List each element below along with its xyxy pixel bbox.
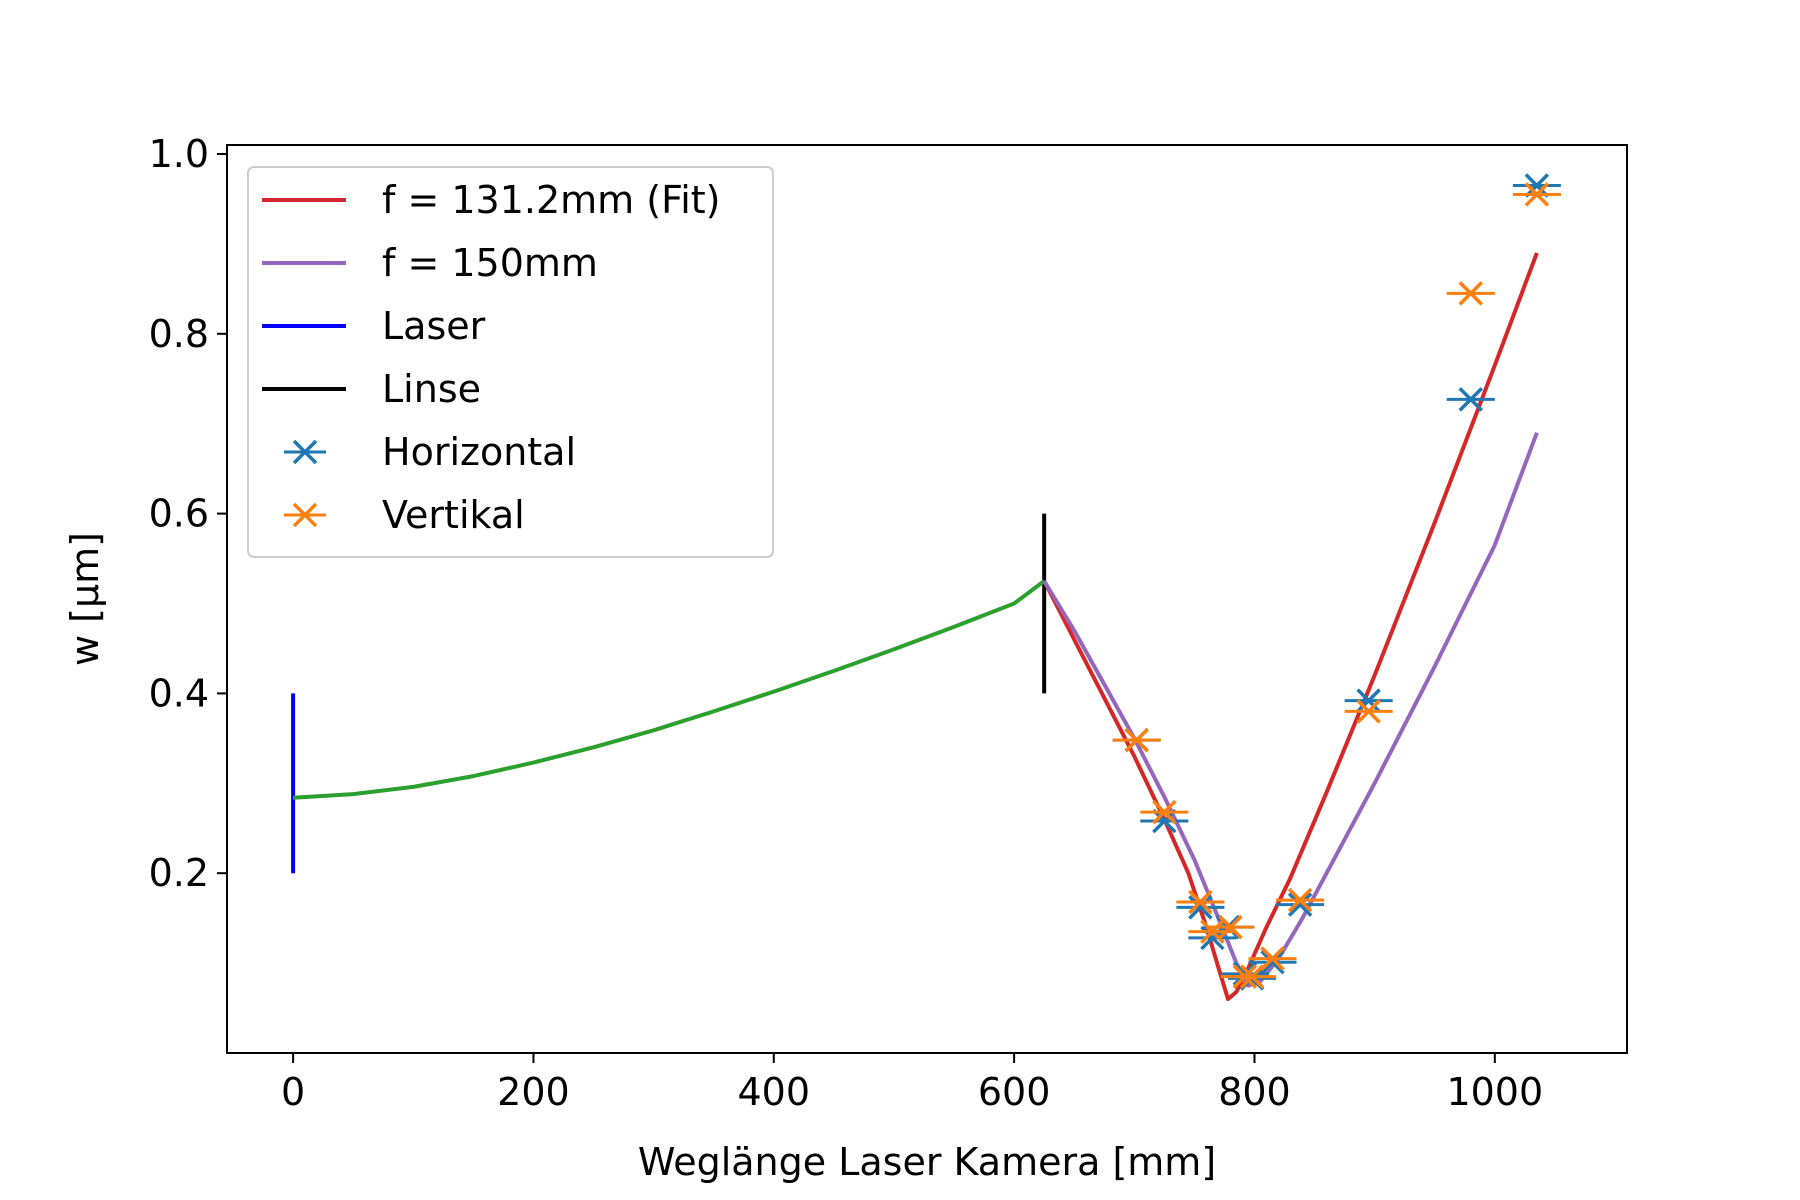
data-point-marker xyxy=(1152,808,1177,834)
x-tick-label: 0 xyxy=(281,1070,305,1114)
data-point-marker xyxy=(1287,892,1313,917)
x-tick-label: 400 xyxy=(738,1070,811,1114)
data-point-marker xyxy=(1260,949,1285,975)
y-axis-label: w [µm] xyxy=(63,532,107,666)
data-point-marker xyxy=(1188,889,1213,915)
beam-before-lens-line xyxy=(292,579,1046,800)
legend-label: f = 131.2mm (Fit) xyxy=(382,178,720,222)
legend-item-laser: Laser xyxy=(262,304,486,348)
data-point-marker xyxy=(1124,727,1149,753)
legend-item-horizontal: Horizontal xyxy=(284,430,576,474)
legend-item-vertikal: Vertikal xyxy=(284,493,525,537)
x-tick-label: 800 xyxy=(1218,1070,1291,1114)
data-point-marker xyxy=(1239,964,1265,989)
legend-swatch-marker xyxy=(292,439,318,465)
data-point-marker xyxy=(1260,946,1285,971)
legend-item-linse: Linse xyxy=(262,367,481,411)
legend-label: Laser xyxy=(382,304,486,348)
legend-swatch-marker xyxy=(292,502,318,528)
x-tick-label: 600 xyxy=(978,1070,1051,1114)
data-point-marker xyxy=(1152,799,1177,825)
series-vertikal xyxy=(1112,182,1561,989)
data-point-marker xyxy=(1524,182,1550,207)
data-point-marker xyxy=(1232,961,1258,987)
data-point-marker xyxy=(1188,895,1213,920)
y-tick-label: 1.0 xyxy=(149,132,209,176)
data-point-marker xyxy=(1524,173,1550,198)
data-point-marker xyxy=(1458,387,1484,412)
data-point-marker xyxy=(1200,919,1225,944)
series-line-f-150mm xyxy=(1042,431,1539,988)
plot-frame xyxy=(226,144,1628,1054)
legend-label: f = 150mm xyxy=(382,241,598,285)
y-tick-label: 0.4 xyxy=(149,671,209,715)
x-tick-label: 200 xyxy=(497,1070,570,1114)
legend-item-f-131-2mm-fit: f = 131.2mm (Fit) xyxy=(262,178,720,222)
data-point-marker xyxy=(1287,887,1313,913)
x-axis-label: Weglänge Laser Kamera [mm] xyxy=(638,1140,1216,1184)
x-tick-label: 1000 xyxy=(1446,1070,1543,1114)
legend-label: Vertikal xyxy=(382,493,525,537)
data-point-marker xyxy=(1356,688,1381,713)
legend-item-f-150mm: f = 150mm xyxy=(262,241,598,285)
legend-label: Horizontal xyxy=(382,430,576,474)
data-point-marker xyxy=(1356,699,1381,724)
legend-box xyxy=(247,166,774,558)
y-tick-label: 0.2 xyxy=(149,851,209,895)
data-point-marker xyxy=(1218,914,1243,940)
plot-content xyxy=(291,173,1561,1002)
x-axis: 0 200 400 600 800 1000 xyxy=(281,1053,1543,1114)
y-tick-label: 0.6 xyxy=(149,492,209,536)
data-point-marker xyxy=(1458,281,1484,306)
legend-label: Linse xyxy=(382,367,481,411)
legend: f = 131.2mm (Fit) f = 150mm Laser Linse Hori… xyxy=(247,166,774,558)
y-axis: 0.2 0.4 0.6 0.8 1.0 xyxy=(149,132,227,895)
y-tick-label: 0.8 xyxy=(149,312,209,356)
